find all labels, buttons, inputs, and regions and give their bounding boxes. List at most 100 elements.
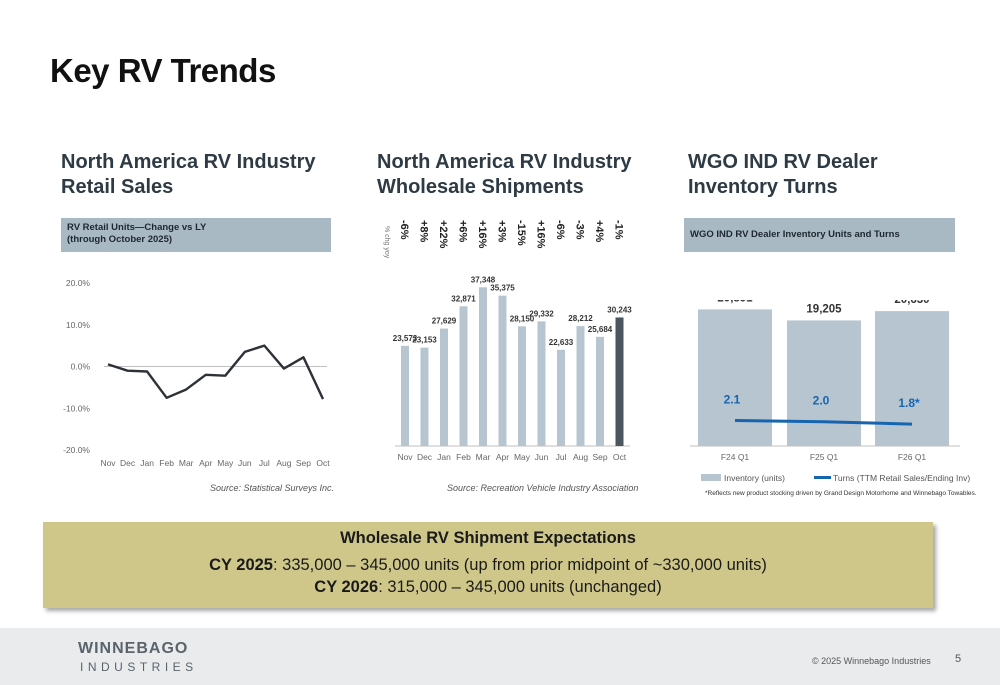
wholesale-value-label: 30,243 [607, 305, 632, 314]
wholesale-title-line2: Wholesale Shipments [377, 176, 584, 198]
retail-banner-line1: RV Retail Units—Change vs LY [67, 222, 207, 233]
company-logo-subtext: INDUSTRIES [80, 660, 198, 674]
pct-change-label: +16% [535, 220, 547, 249]
legend-turns-label: Turns (TTM Retail Sales/Ending Inv) [833, 473, 970, 483]
inventory-value-label: 19,205 [806, 303, 842, 315]
y-tick-label: -10.0% [63, 403, 90, 413]
pct-change-label: +16% [476, 220, 488, 249]
page-number: 5 [955, 653, 962, 665]
x-tick-label: Nov [397, 452, 413, 462]
retail-series-line [107, 344, 325, 400]
turns-series-line [734, 419, 913, 426]
wholesale-bar [479, 287, 487, 446]
pct-change-label: +22% [437, 220, 449, 249]
turns-panel-title: WGO IND RV Dealer Inventory Turns [688, 150, 978, 200]
pct-change-label: +8% [418, 220, 430, 243]
x-tick-label: Jan [140, 458, 154, 468]
yoy-axis-label: % chg yoy [383, 226, 390, 259]
x-tick-label: Apr [496, 452, 509, 462]
x-tick-label: Aug [573, 452, 588, 462]
cy2025-text: : 335,000 – 345,000 units (up from prior… [272, 556, 767, 574]
pct-change-label: -6% [398, 220, 410, 240]
turns-value-label: 2.1 [724, 393, 741, 407]
footer-bar [0, 628, 1000, 685]
wholesale-value-label: 25,684 [588, 325, 613, 334]
x-tick-label: Oct [316, 458, 330, 468]
retail-line-chart: 20.0% 10.0% 0.0% -10.0% -20.0% Nov Dec Jan Feb Ma… [63, 278, 330, 468]
legend-inventory-swatch [701, 474, 721, 481]
wholesale-value-label: 22,633 [549, 338, 574, 347]
turns-footnote: *Reflects new product stocking driven by… [705, 490, 977, 497]
wholesale-value-label: 35,375 [490, 284, 515, 293]
wholesale-title-line1: North America RV Industry [377, 151, 632, 173]
inventory-value-label: 20,630 [894, 300, 929, 306]
wholesale-bar [518, 326, 526, 446]
inventory-bar [787, 320, 861, 446]
retail-banner: RV Retail Units—Change vs LY (through Oc… [61, 218, 331, 252]
turns-title-line1: WGO IND RV Dealer [688, 151, 878, 173]
wholesale-value-label: 37,348 [471, 275, 496, 284]
y-tick-label: 10.0% [66, 320, 91, 330]
wholesale-bar [615, 317, 624, 446]
wholesale-value-label: 28,212 [568, 314, 593, 323]
page-title: Key RV Trends [50, 52, 276, 89]
x-tick-label: Jan [437, 452, 451, 462]
wholesale-bar [537, 321, 546, 446]
retail-banner-line2: (through October 2025) [67, 234, 173, 245]
expectations-title: Wholesale RV Shipment Expectations [340, 529, 636, 547]
wholesale-bar [440, 328, 448, 446]
x-tick-label: Jul [556, 452, 567, 462]
y-tick-label: 20.0% [66, 278, 91, 288]
legend-inventory-label: Inventory (units) [724, 473, 785, 483]
turns-bar-chart: 20,891 F24 Q1 19,205 F25 Q1 20,630 F26 Q1 2.1 2… [690, 300, 970, 483]
company-logo-wordmark: WINNEBAGO [78, 640, 189, 657]
pct-change-label: -3% [574, 220, 586, 240]
x-tick-label: Dec [120, 458, 136, 468]
retail-title-line1: North America RV Industry [61, 151, 316, 173]
pct-change-label: -15% [515, 220, 527, 246]
pct-change-label: +6% [457, 220, 469, 243]
wholesale-bar [596, 336, 604, 446]
wholesale-value-label: 32,871 [451, 294, 476, 303]
expectations-box: Wholesale RV Shipment Expectations CY 20… [43, 522, 933, 608]
x-tick-label: Nov [100, 458, 116, 468]
wholesale-bar [459, 306, 468, 446]
wholesale-value-label: 23,573 [393, 334, 418, 343]
wholesale-value-label: 23,153 [412, 336, 437, 345]
expectations-cy2026: CY 2026: 315,000 – 345,000 units (unchan… [43, 576, 933, 598]
x-tick-label: Sep [296, 458, 311, 468]
wholesale-bar [401, 345, 409, 446]
x-tick-label: Mar [179, 458, 194, 468]
turns-value-label: 1.8* [898, 396, 920, 410]
wholesale-bar [576, 326, 585, 446]
x-tick-label: May [217, 458, 234, 468]
copyright: © 2025 Winnebago Industries [812, 656, 931, 666]
x-tick-label: May [514, 452, 531, 462]
x-tick-label: Sep [592, 452, 607, 462]
x-tick-label: F24 Q1 [721, 452, 750, 462]
cy2025-label: CY 2025 [209, 556, 273, 574]
wholesale-bar [420, 347, 429, 446]
y-tick-label: -20.0% [63, 445, 90, 455]
expectations-cy2025: CY 2025: 335,000 – 345,000 units (up fro… [43, 554, 933, 576]
x-tick-label: Feb [159, 458, 174, 468]
x-tick-label: Aug [276, 458, 291, 468]
turns-banner: WGO IND RV Dealer Inventory Units and Tu… [684, 218, 955, 252]
x-tick-label: F26 Q1 [898, 452, 927, 462]
x-tick-label: Jun [535, 452, 549, 462]
inventory-value-label: 20,891 [717, 300, 753, 304]
wholesale-source: Source: Recreation Vehicle Industry Asso… [447, 483, 639, 493]
pct-change-label: +3% [496, 220, 508, 243]
inventory-bar [875, 311, 949, 446]
cy2026-label: CY 2026 [314, 578, 379, 596]
retail-panel-title: North America RV Industry Retail Sales [61, 150, 351, 200]
retail-source: Source: Statistical Surveys Inc. [210, 483, 335, 493]
x-tick-label: Jul [259, 458, 270, 468]
wholesale-panel-title: North America RV Industry Wholesale Ship… [377, 150, 667, 200]
wholesale-value-label: 28,150 [510, 314, 535, 323]
wholesale-bar [557, 349, 565, 446]
cy2026-text: : 315,000 – 345,000 units (unchanged) [378, 578, 662, 596]
pct-change-label: +4% [593, 220, 605, 243]
x-tick-label: Feb [456, 452, 471, 462]
pct-change-label: -6% [554, 220, 566, 240]
